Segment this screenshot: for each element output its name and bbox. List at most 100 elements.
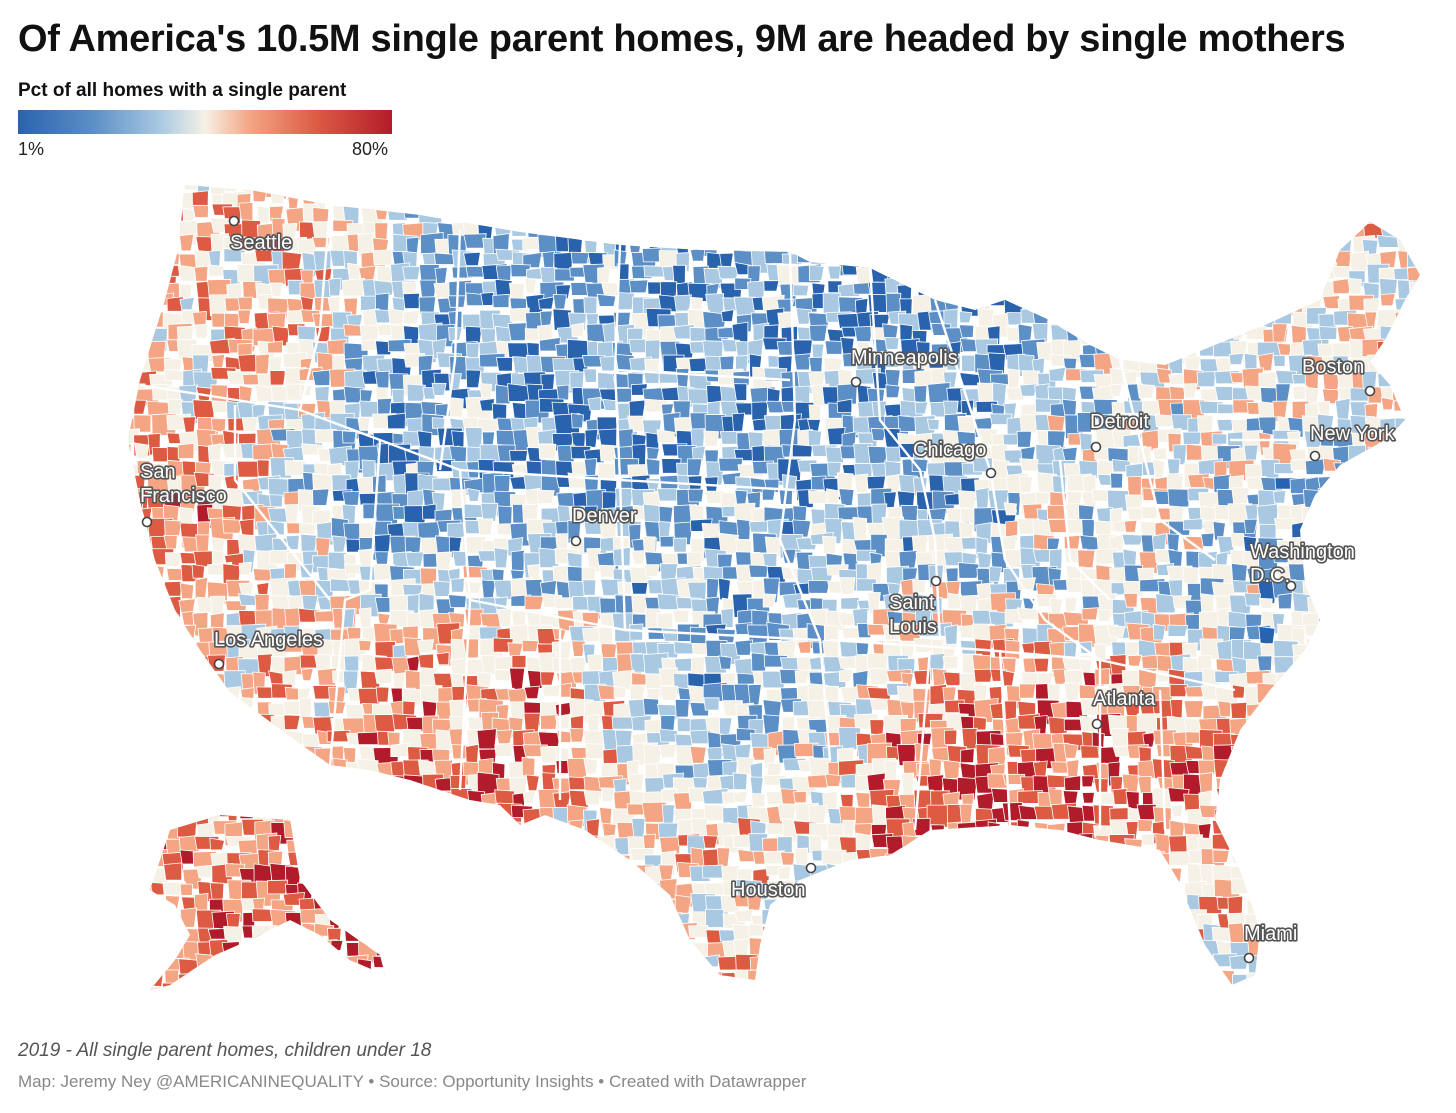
county-shape [868,881,893,895]
county-shape [957,219,972,238]
county-shape [1257,352,1275,372]
county-shape [128,234,140,249]
city-dot [1309,450,1321,462]
county-shape [779,851,795,866]
county-shape [613,854,631,869]
county-shape [1316,747,1333,764]
county-shape [705,234,721,249]
county-shape [631,192,652,206]
county-shape [255,745,269,770]
county-shape [1275,749,1298,761]
county-shape [704,987,720,990]
county-shape [583,851,599,877]
county-shape [316,185,343,198]
county-shape [132,787,152,805]
county-shape [1272,820,1299,842]
county-shape [912,850,933,869]
county-shape [1258,877,1276,891]
county-shape [1363,582,1380,596]
county-shape [749,955,776,971]
county-shape [1423,265,1444,277]
county-shape [496,821,512,843]
county-shape [961,879,981,896]
county-shape [437,957,452,975]
county-shape [1379,293,1396,307]
county-shape [673,202,692,224]
county-shape [1361,187,1387,211]
county-shape [928,941,953,960]
county-shape [226,749,248,766]
county-shape [283,730,306,746]
county-shape [1422,173,1435,185]
county-shape [373,279,395,296]
county-shape [1138,264,1165,283]
county-shape [211,700,226,716]
county-shape [1333,462,1347,474]
county-shape [284,775,305,790]
county-shape [1408,713,1420,738]
county-shape [417,851,436,870]
county-shape [824,248,846,263]
county-shape [434,911,453,930]
county-shape [748,187,769,208]
county-shape [163,580,183,597]
county-shape [1317,819,1341,833]
county-shape [1426,794,1448,814]
county-shape [1215,551,1229,566]
county-shape [1200,532,1215,547]
county-shape [628,279,649,294]
county-shape [1379,185,1393,196]
county-shape [209,837,225,851]
county-shape [1199,188,1222,209]
county-shape [375,803,392,825]
county-shape [867,954,885,971]
county-shape [971,986,988,990]
county-shape [1333,522,1358,541]
county-shape [748,564,769,578]
county-shape [1109,923,1127,947]
county-shape [270,925,296,936]
county-shape [1425,372,1440,395]
county-shape [1226,220,1240,245]
county-shape [897,852,924,879]
county-shape [661,223,688,235]
county-shape [1258,188,1282,209]
county-shape [282,793,304,818]
county-shape [1426,968,1443,984]
county-shape [733,185,748,197]
county-shape [525,923,552,941]
county-shape [1241,762,1259,775]
county-shape [131,265,146,283]
county-shape [600,787,616,802]
county-shape [987,821,1001,835]
county-shape [332,757,348,776]
county-shape [242,744,259,769]
county-shape [1231,757,1254,771]
county-shape [808,805,828,824]
county-shape [178,718,196,741]
county-shape [1036,863,1054,889]
county-shape [1376,804,1392,825]
county-shape [192,774,213,790]
county-shape [1426,653,1441,670]
county-shape [210,969,225,982]
county-shape [704,188,731,214]
county-shape [150,624,176,641]
county-shape [1079,895,1097,914]
county-shape [1182,518,1203,531]
county-shape [853,239,870,260]
county-shape [150,564,165,583]
county-shape [1377,822,1402,842]
county-shape [1423,492,1442,509]
county-shape [794,669,810,684]
county-shape [1168,249,1182,267]
county-shape [1216,192,1239,211]
county-shape [284,986,309,990]
county-shape [1380,699,1398,718]
county-shape [237,296,253,311]
county-shape [128,532,138,552]
county-shape [151,926,172,941]
county-shape [1318,505,1335,521]
county-shape [1094,668,1111,685]
county-shape [1396,641,1419,654]
